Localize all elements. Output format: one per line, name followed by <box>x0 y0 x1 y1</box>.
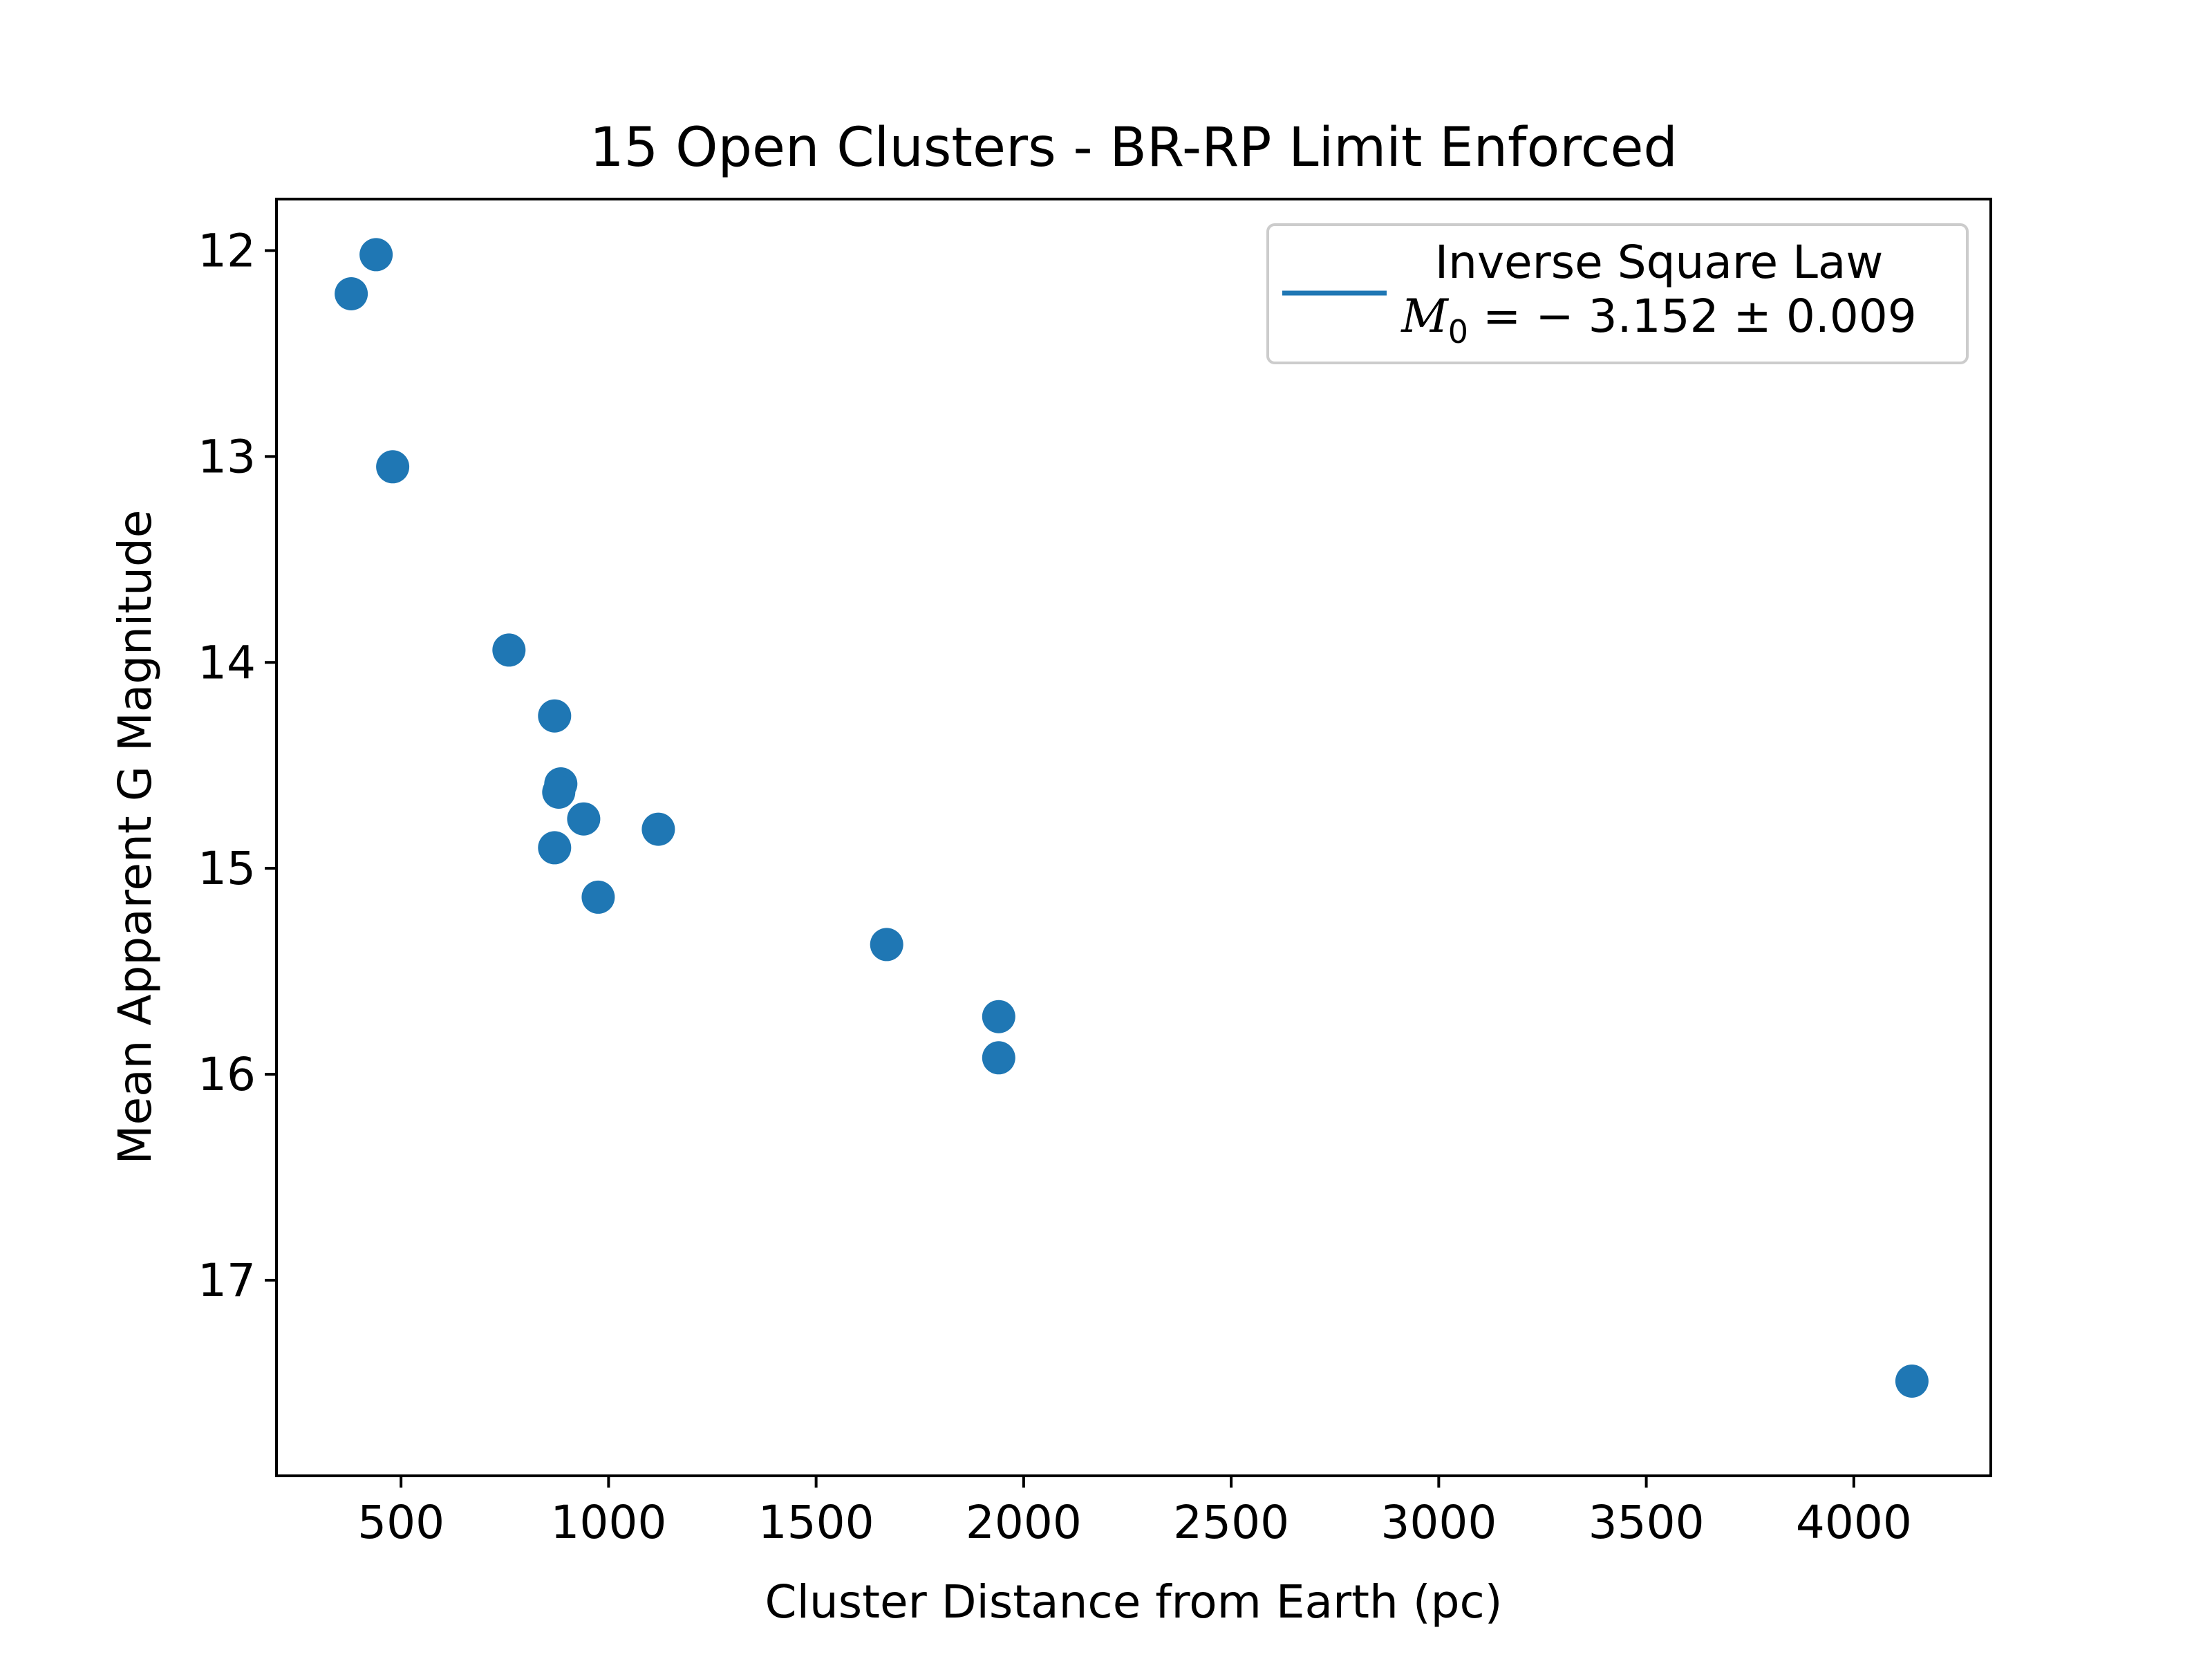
data-point <box>982 1000 1015 1033</box>
data-point <box>1895 1365 1929 1398</box>
data-point <box>567 802 601 836</box>
x-tick-label: 500 <box>357 1496 444 1549</box>
x-tick-label: 1500 <box>758 1496 874 1549</box>
x-tick-label: 2000 <box>966 1496 1082 1549</box>
data-point <box>542 776 576 809</box>
data-point <box>641 812 675 846</box>
data-point <box>982 1041 1015 1075</box>
y-axis-label: Mean Apparent G Magnitude <box>109 510 162 1165</box>
data-point <box>335 277 368 310</box>
data-point <box>870 928 903 962</box>
y-tick-label: 13 <box>198 430 256 483</box>
legend-label: Inverse Square Law <box>1435 236 1884 289</box>
x-tick-label: 2500 <box>1173 1496 1289 1549</box>
chart-title: 15 Open Clusters - BR-RP Limit Enforced <box>590 117 1678 179</box>
y-tick-label: 15 <box>198 842 256 895</box>
data-point <box>538 699 572 733</box>
x-tick-label: 3500 <box>1588 1496 1705 1549</box>
x-tick-label: 3000 <box>1380 1496 1497 1549</box>
y-tick-label: 17 <box>198 1254 256 1307</box>
plot-frame <box>275 198 1992 1477</box>
legend-box <box>1266 223 1969 364</box>
data-point <box>492 633 526 667</box>
x-tick-label: 4000 <box>1796 1496 1912 1549</box>
legend-formula: M0 = − 3.152 ± 0.009 <box>1400 290 1917 350</box>
y-tick-label: 12 <box>198 224 256 277</box>
x-axis-label: Cluster Distance from Earth (pc) <box>765 1575 1502 1629</box>
legend: Inverse Square Law M0 = − 3.152 ± 0.009 <box>1266 223 1969 364</box>
y-tick-label: 14 <box>198 636 256 689</box>
data-point <box>581 880 615 914</box>
data-point <box>359 238 393 272</box>
data-point <box>376 450 410 484</box>
y-tick-label: 16 <box>198 1048 256 1101</box>
data-point <box>538 831 572 865</box>
x-tick-label: 1000 <box>550 1496 666 1549</box>
